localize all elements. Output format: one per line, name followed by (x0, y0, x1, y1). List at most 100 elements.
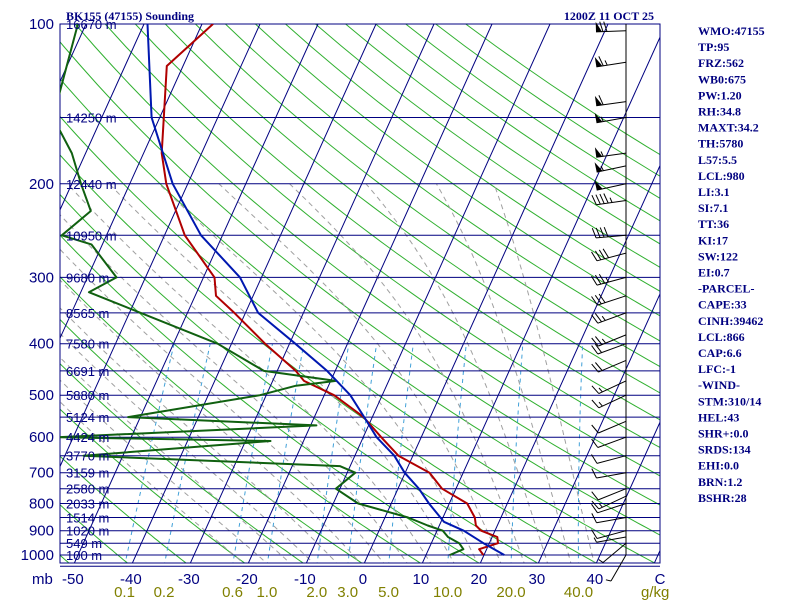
moist-adiabat-line (67, 183, 432, 563)
stability-index-line: EHI:0.0 (698, 459, 739, 473)
pressure-tick-labels: 100 200 300 400 500 600 700 800 900 1000 (21, 16, 54, 564)
celsius-unit-label: C (655, 571, 666, 588)
temperature-tick-label: -40 (120, 571, 142, 588)
height-label: 6691 m (66, 364, 109, 379)
stability-index-line: FRZ:562 (698, 56, 744, 70)
moist-adiabat-line (60, 379, 268, 563)
stability-index-line: L57:5.5 (698, 153, 737, 167)
height-label: 2033 m (66, 497, 109, 512)
wind-barb (593, 536, 627, 543)
moist-adiabat-line (365, 183, 549, 563)
height-labels: 16670 m 14250 m 12440 m 10950 m 9680 m 8565 m… (66, 17, 117, 563)
wind-barb (591, 359, 627, 373)
wind-barb (594, 147, 627, 158)
mixing-ratio-tick-label: 5.0 (378, 584, 399, 600)
temperature-tick-label: 40 (587, 571, 604, 588)
dry-adiabat-line (0, 24, 14, 566)
mixing-ratio-line (266, 343, 305, 563)
dry-adiabat-line (134, 24, 660, 421)
mixing-ratio-line (164, 343, 211, 563)
plot-frame (59, 23, 661, 564)
temperature-tick-labels: -50 -40 -30 -20 -10 0 10 20 30 40 (62, 571, 603, 588)
dry-adiabat-line (285, 24, 660, 292)
pressure-tick-label: 400 (29, 336, 54, 353)
stability-index-line: SW:122 (698, 249, 738, 263)
dry-adiabat-line (225, 24, 660, 342)
isotherms (60, 24, 660, 563)
stability-index-line: TP:95 (698, 40, 729, 54)
dry-adiabat-line (60, 154, 598, 563)
moist-adiabat-line (289, 183, 525, 563)
stability-index-line: EI:0.7 (698, 266, 730, 280)
isotherm-line (60, 24, 145, 212)
stability-index-line: HEL:43 (698, 410, 739, 424)
height-label: 16670 m (66, 17, 117, 32)
stability-index-line: TT:36 (698, 217, 729, 231)
isotherm-line (60, 24, 261, 468)
stability-index-line: BSHR:28 (698, 491, 747, 505)
stability-index-line: WB0:675 (698, 72, 746, 86)
height-label: 1514 m (66, 511, 109, 526)
moist-adiabat-line (60, 332, 314, 563)
height-label: 14250 m (66, 111, 117, 126)
stability-index-line: LCL:866 (698, 330, 745, 344)
stability-index-line: -PARCEL- (698, 282, 754, 296)
mixing-ratio-tick-label: 40.0 (564, 584, 593, 600)
mixing-ratio-tick-label: 10.0 (433, 584, 462, 600)
moist-adiabat-line (158, 183, 478, 563)
wind-barb (594, 95, 627, 107)
pressure-unit-label: mb (32, 571, 53, 588)
mixing-ratio-tick-label: 20.0 (496, 584, 525, 600)
sounding-time: 1200Z 11 OCT 25 (564, 9, 654, 23)
dry-adiabat-line (60, 363, 305, 563)
temperature-tick-label: 20 (471, 571, 488, 588)
dry-adiabat-line (60, 455, 187, 563)
temperature-profile (160, 24, 499, 556)
stability-index-line: RH:34.8 (698, 105, 741, 119)
isotherm-line (189, 24, 435, 563)
moist-adiabat-line (60, 248, 385, 563)
wind-barb (598, 542, 627, 563)
parcel-profile (146, 24, 505, 556)
dry-adiabat-line (315, 24, 660, 268)
isotherm-line (60, 24, 203, 340)
mixing-ratio-line (510, 343, 524, 563)
height-label: 7580 m (66, 337, 109, 352)
dry-adiabat-line (60, 41, 660, 506)
height-label: 4424 m (66, 430, 109, 445)
pressure-tick-label: 100 (29, 16, 54, 33)
isotherm-line (247, 24, 493, 563)
stability-index-line: SHR+:0.0 (698, 427, 749, 441)
dry-adiabat-line (60, 77, 660, 536)
mixing-ratio-unit-label: g/kg (641, 584, 669, 600)
height-label: 2580 m (66, 482, 109, 497)
stability-index-line: MAXT:34.2 (698, 121, 759, 135)
dry-adiabat-line (60, 276, 422, 563)
height-label: 3159 m (66, 466, 109, 481)
mixing-ratio-line (388, 343, 414, 563)
mixing-ratio-tick-label: 3.0 (337, 584, 358, 600)
height-label: 12440 m (66, 177, 117, 192)
isotherm-line (131, 24, 377, 563)
stability-index-line: WMO:47155 (698, 24, 765, 38)
wind-barb (591, 248, 627, 262)
wind-barb (591, 380, 627, 395)
dry-adiabat-line (195, 24, 660, 368)
wind-barb (591, 293, 627, 306)
dry-adiabat-line (74, 24, 660, 477)
dry-adiabat-line (255, 24, 660, 317)
stability-index-line: TH:5780 (698, 137, 743, 151)
mixing-ratio-line (232, 343, 273, 563)
height-label: 549 m (66, 536, 102, 551)
wind-barb (591, 273, 627, 286)
stability-index-line: STM:310/14 (698, 394, 761, 408)
wind-barbs (591, 21, 627, 582)
isotherm-line (305, 24, 551, 563)
wind-barb (591, 334, 627, 347)
mixing-ratio-line (124, 343, 175, 563)
moist-adiabat-line (60, 307, 338, 563)
isotherm-line (479, 164, 660, 563)
wind-barb (591, 495, 627, 510)
wind-barb (591, 420, 627, 434)
